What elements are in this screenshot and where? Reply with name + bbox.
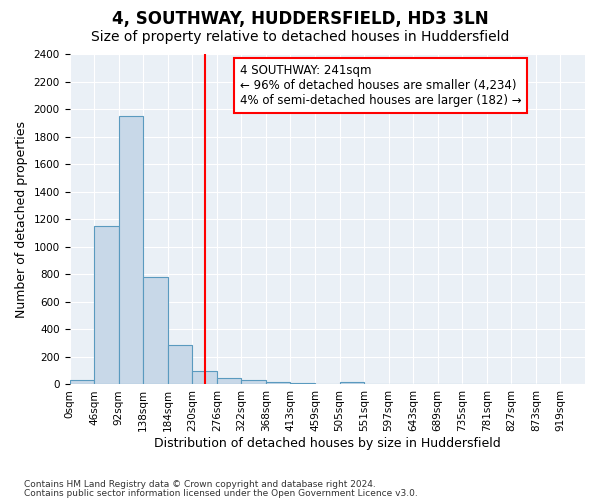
- Bar: [119, 116, 143, 384]
- Bar: [168, 344, 192, 385]
- Bar: [290, 383, 315, 384]
- Text: 4, SOUTHWAY, HUDDERSFIELD, HD3 3LN: 4, SOUTHWAY, HUDDERSFIELD, HD3 3LN: [112, 10, 488, 28]
- Bar: [217, 378, 241, 384]
- Text: Contains HM Land Registry data © Crown copyright and database right 2024.: Contains HM Land Registry data © Crown c…: [24, 480, 376, 489]
- Bar: [143, 277, 168, 384]
- X-axis label: Distribution of detached houses by size in Huddersfield: Distribution of detached houses by size …: [154, 437, 500, 450]
- Bar: [70, 380, 94, 384]
- Bar: [241, 380, 266, 384]
- Bar: [340, 382, 364, 384]
- Y-axis label: Number of detached properties: Number of detached properties: [15, 120, 28, 318]
- Bar: [266, 382, 290, 384]
- Bar: [192, 370, 217, 384]
- Text: Contains public sector information licensed under the Open Government Licence v3: Contains public sector information licen…: [24, 488, 418, 498]
- Bar: [94, 226, 119, 384]
- Text: 4 SOUTHWAY: 241sqm
← 96% of detached houses are smaller (4,234)
4% of semi-detac: 4 SOUTHWAY: 241sqm ← 96% of detached hou…: [239, 64, 521, 107]
- Text: Size of property relative to detached houses in Huddersfield: Size of property relative to detached ho…: [91, 30, 509, 44]
